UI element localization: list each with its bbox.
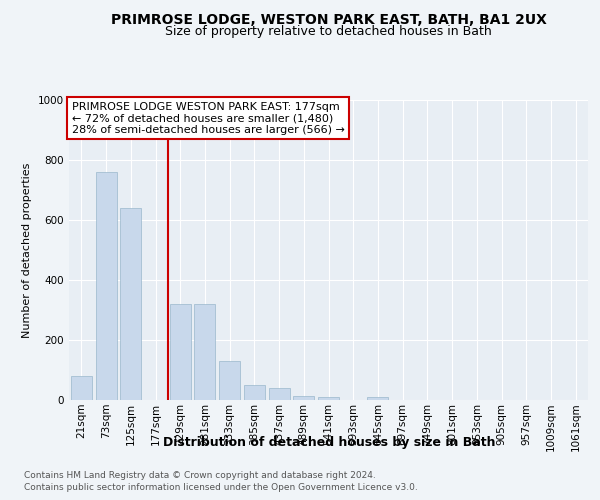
Bar	[71, 376, 92, 400]
Bar	[367, 397, 388, 400]
Bar	[170, 304, 191, 400]
Bar	[95, 172, 116, 400]
Bar	[244, 385, 265, 400]
Text: Distribution of detached houses by size in Bath: Distribution of detached houses by size …	[163, 436, 495, 449]
Bar	[269, 388, 290, 400]
Text: PRIMROSE LODGE, WESTON PARK EAST, BATH, BA1 2UX: PRIMROSE LODGE, WESTON PARK EAST, BATH, …	[111, 12, 547, 26]
Y-axis label: Number of detached properties: Number of detached properties	[22, 162, 32, 338]
Bar	[293, 396, 314, 400]
Text: Contains HM Land Registry data © Crown copyright and database right 2024.: Contains HM Land Registry data © Crown c…	[24, 471, 376, 480]
Bar	[318, 397, 339, 400]
Text: PRIMROSE LODGE WESTON PARK EAST: 177sqm
← 72% of detached houses are smaller (1,: PRIMROSE LODGE WESTON PARK EAST: 177sqm …	[71, 102, 344, 134]
Text: Contains public sector information licensed under the Open Government Licence v3: Contains public sector information licen…	[24, 484, 418, 492]
Bar	[219, 361, 240, 400]
Bar	[194, 304, 215, 400]
Text: Size of property relative to detached houses in Bath: Size of property relative to detached ho…	[166, 25, 492, 38]
Bar	[120, 208, 141, 400]
